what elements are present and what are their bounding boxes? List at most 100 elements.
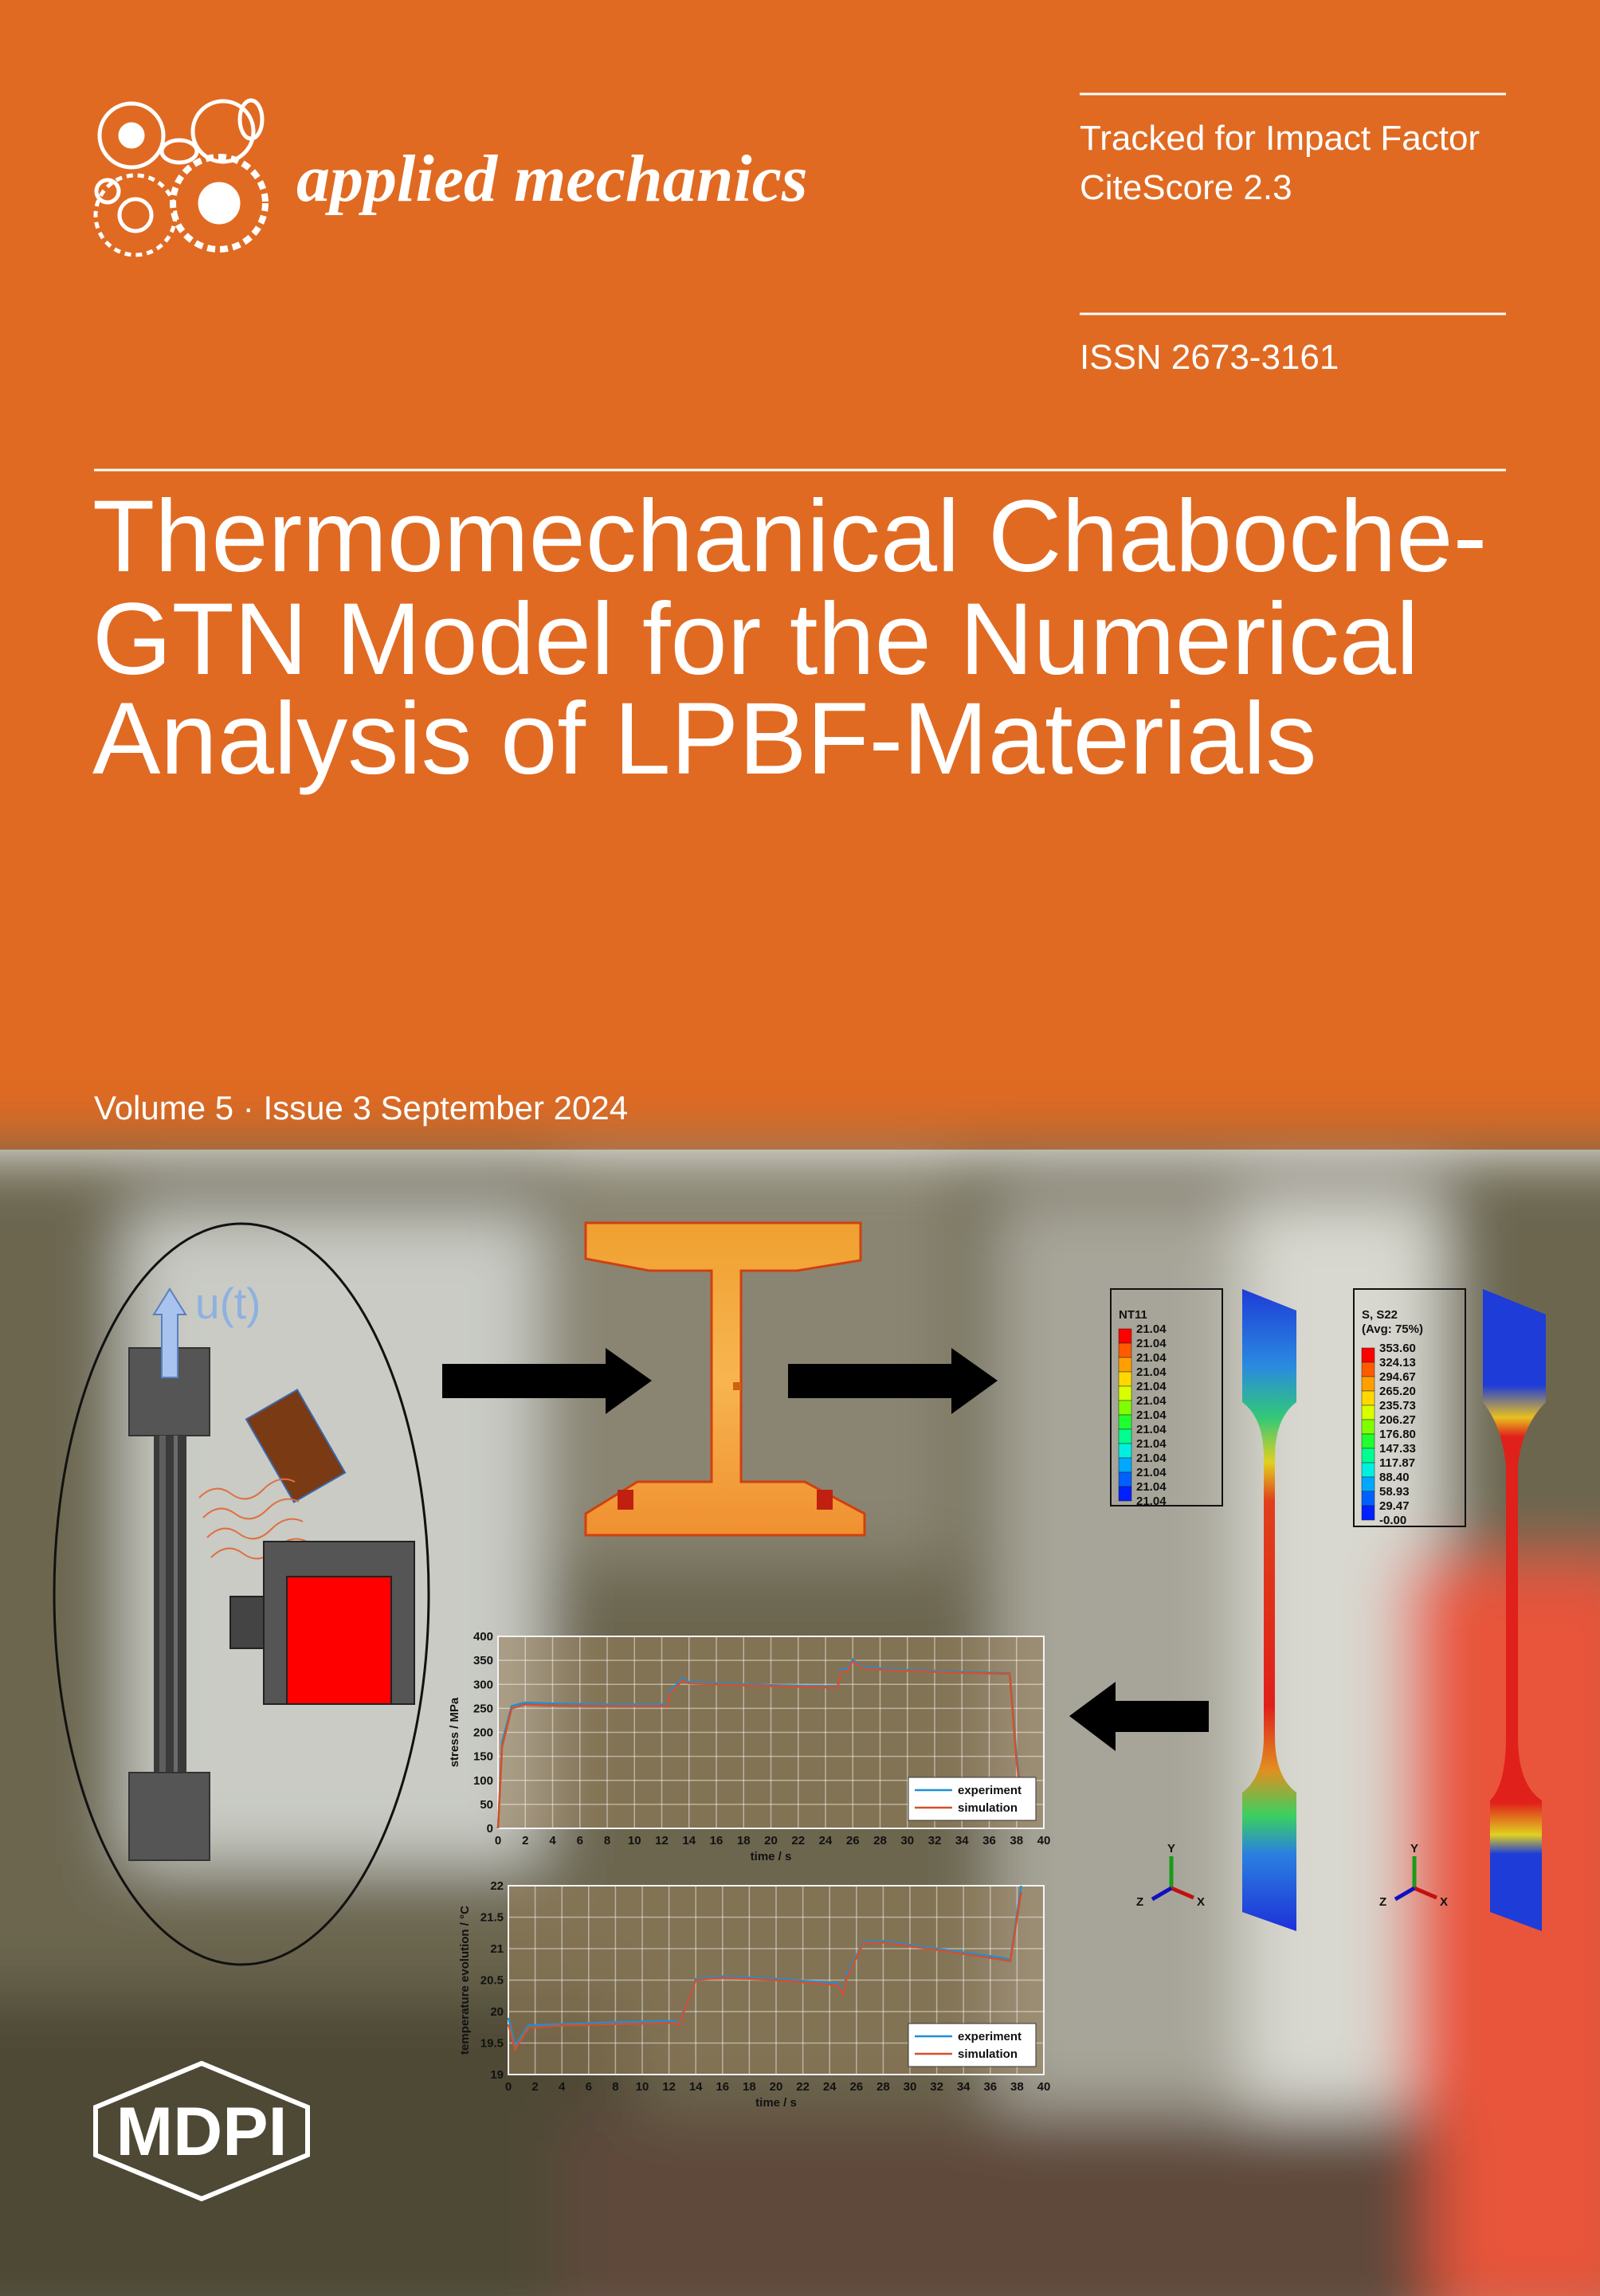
citescore: CiteScore 2.3 xyxy=(1080,168,1292,207)
legend-value: 21.04 xyxy=(1136,1495,1167,1508)
y-axis-label: temperature evolution / °C xyxy=(458,1906,472,2055)
legend-value: 21.04 xyxy=(1136,1423,1167,1436)
x-tick-label: 8 xyxy=(604,1834,610,1847)
x-tick-label: 0 xyxy=(495,1834,501,1847)
x-tick-label: 30 xyxy=(900,1834,914,1847)
impact-factor: Tracked for Impact Factor xyxy=(1080,119,1480,158)
x-tick-label: 16 xyxy=(710,1834,724,1847)
x-tick-label: 28 xyxy=(876,2080,890,2094)
legend-value: 176.80 xyxy=(1379,1428,1416,1441)
x-tick-label: 14 xyxy=(689,2080,703,2094)
legend-box xyxy=(1353,1288,1466,1527)
x-tick-label: 34 xyxy=(957,2080,971,2094)
x-tick-label: 2 xyxy=(522,1834,528,1847)
x-tick-label: 24 xyxy=(823,2080,837,2094)
publisher: MDPI xyxy=(116,2094,288,2170)
title-line: GTN Model for the Numerical xyxy=(92,582,1419,696)
legend-swatch xyxy=(1118,1457,1132,1473)
publisher-logo xyxy=(93,2060,310,2202)
legend-value: 21.04 xyxy=(1136,1380,1167,1393)
triad-axis xyxy=(1394,1886,1416,1902)
x-tick-label: 24 xyxy=(819,1834,833,1847)
x-tick-label: 0 xyxy=(505,2080,512,2094)
y-tick-label: 50 xyxy=(480,1798,493,1812)
triad-label: Z xyxy=(1136,1895,1143,1909)
legend-box xyxy=(1110,1288,1223,1507)
x-tick-label: 14 xyxy=(682,1834,696,1847)
triad-label: X xyxy=(1197,1895,1205,1909)
x-tick-label: 6 xyxy=(586,2080,592,2094)
x-tick-label: 38 xyxy=(1010,2080,1024,2094)
arrow xyxy=(788,1348,998,1414)
x-tick-label: 30 xyxy=(904,2080,917,2094)
header-bg xyxy=(0,0,1600,1150)
triad-label: Z xyxy=(1379,1895,1386,1909)
legend-swatch xyxy=(1118,1328,1132,1344)
triad-label: Y xyxy=(1410,1842,1418,1855)
legend-label: simulation xyxy=(958,1801,1018,1815)
legend-value: 235.73 xyxy=(1379,1399,1416,1412)
series-line xyxy=(507,1885,1022,2049)
y-tick-label: 0 xyxy=(487,1822,493,1836)
x-tick-label: 26 xyxy=(846,1834,860,1847)
legend-swatch xyxy=(1118,1400,1132,1416)
legend-swatch xyxy=(1361,1347,1375,1363)
legend-value: 21.04 xyxy=(1136,1351,1167,1365)
legend-swatch xyxy=(1118,1471,1132,1487)
x-tick-label: 2 xyxy=(531,2080,538,2094)
triad-axis xyxy=(1414,1886,1437,1900)
x-tick-label: 12 xyxy=(662,2080,676,2094)
legend-value: 21.04 xyxy=(1136,1437,1167,1451)
y-tick-label: 250 xyxy=(473,1702,493,1715)
legend-title: NT11 xyxy=(1119,1308,1147,1322)
legend-swatch xyxy=(1361,1433,1375,1449)
y-tick-label: 150 xyxy=(473,1750,493,1764)
x-tick-label: 12 xyxy=(655,1834,669,1847)
legend-value: 21.04 xyxy=(1136,1466,1167,1479)
legend-value: 353.60 xyxy=(1379,1342,1416,1355)
journal-name: applied mechanics xyxy=(296,142,808,216)
y-tick-label: 19 xyxy=(490,2068,504,2082)
y-tick-label: 19.5 xyxy=(480,2037,504,2051)
x-tick-label: 40 xyxy=(1037,2080,1051,2094)
y-tick-label: 200 xyxy=(473,1726,493,1740)
y-tick-label: 350 xyxy=(473,1654,493,1667)
legend-value: 21.04 xyxy=(1136,1322,1167,1336)
legend-swatch xyxy=(1361,1362,1375,1377)
triad-axis xyxy=(1151,1886,1173,1902)
legend-swatch xyxy=(1118,1371,1132,1387)
legend-value: 206.27 xyxy=(1379,1413,1416,1427)
y-tick-label: 20 xyxy=(490,2005,504,2019)
x-tick-label: 4 xyxy=(559,2080,566,2094)
y-tick-label: 400 xyxy=(473,1630,493,1644)
arrow xyxy=(1069,1682,1209,1751)
x-axis-label: time / s xyxy=(751,1850,792,1863)
setup-diagram xyxy=(53,1222,430,1966)
journal-logo xyxy=(93,98,269,257)
title-line: Thermomechanical Chaboche- xyxy=(92,480,1487,594)
x-tick-label: 18 xyxy=(737,1834,751,1847)
x-tick-label: 16 xyxy=(716,2080,729,2094)
x-tick-label: 10 xyxy=(636,2080,649,2094)
y-axis-label: stress / MPa xyxy=(448,1697,461,1767)
legend-title: S, S22 xyxy=(1362,1308,1398,1322)
legend-swatch xyxy=(1361,1419,1375,1435)
legend-swatch xyxy=(1361,1476,1375,1492)
triad-axis xyxy=(1171,1886,1194,1900)
x-tick-label: 8 xyxy=(612,2080,618,2094)
triad-label: Y xyxy=(1167,1842,1175,1855)
x-tick-label: 22 xyxy=(791,1834,805,1847)
x-tick-label: 20 xyxy=(770,2080,783,2094)
legend-swatch xyxy=(1361,1462,1375,1478)
legend-value: 147.33 xyxy=(1379,1442,1416,1456)
x-tick-label: 26 xyxy=(849,2080,863,2094)
y-tick-label: 100 xyxy=(473,1774,493,1788)
x-tick-label: 36 xyxy=(983,2080,997,2094)
y-tick-label: 21 xyxy=(490,1942,504,1956)
series-line xyxy=(507,1891,1022,2052)
legend-swatch xyxy=(1361,1405,1375,1420)
specimen-stress xyxy=(1483,1289,1546,1931)
legend-swatch xyxy=(1118,1342,1132,1358)
legend-swatch xyxy=(1361,1491,1375,1507)
legend-value: 21.04 xyxy=(1136,1337,1167,1350)
